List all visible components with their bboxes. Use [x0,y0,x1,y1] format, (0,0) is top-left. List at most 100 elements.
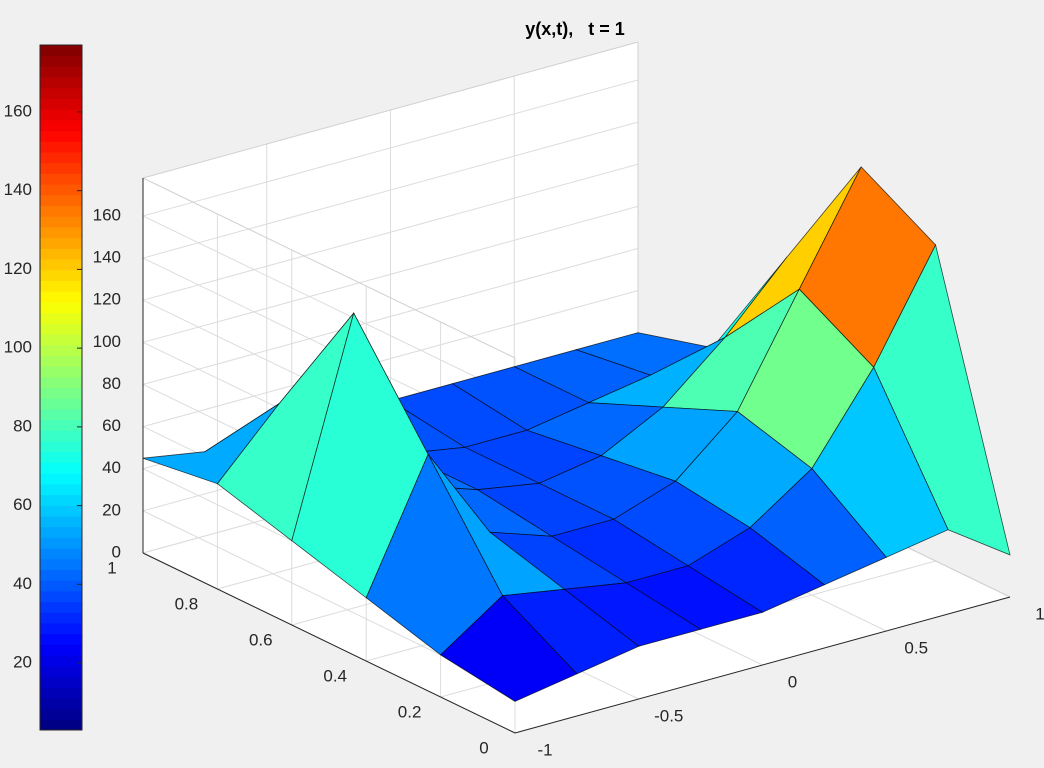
colorbar-swatch [40,494,82,506]
colorbar-swatch [40,259,82,271]
colorbar-swatch [40,291,82,303]
colorbar-swatch [40,355,82,367]
colorbar-tick-label: 20 [13,653,32,672]
x-tick-label: -1 [537,740,552,759]
colorbar-swatch [40,77,82,89]
colorbar-swatch [40,141,82,153]
colorbar-swatch [40,248,82,260]
colorbar-swatch [40,333,82,346]
colorbar-swatch [40,152,82,164]
grid-line [142,121,639,259]
colorbar-swatch [40,622,82,635]
colorbar-swatch [40,194,82,207]
colorbar-swatch [40,580,82,592]
colorbar-swatch [40,398,82,410]
colorbar-swatch [40,697,82,710]
surface-patch [439,595,578,702]
colorbar-swatch [40,419,82,431]
colorbar-swatch [40,323,82,335]
colorbar-swatch [40,441,82,453]
colorbar-swatch [40,548,82,560]
axis-line [142,552,516,734]
axis-line [514,596,1011,734]
colorbar-tick-label: 120 [4,259,32,278]
grid-line [142,163,639,301]
z-tick-label: 120 [93,290,121,309]
y-tick-label: 0.4 [323,666,347,685]
colorbar-tick-label: 80 [13,416,32,435]
z-tick-label: 80 [102,374,121,393]
colorbar-tick-label: 60 [13,495,32,514]
z-tick-label: 160 [93,205,121,224]
grid-line [142,79,639,217]
colorbar-swatch [40,665,82,677]
colorbar-swatch [40,558,82,570]
colorbar-swatch [40,526,82,538]
colorbar-tick-label: 40 [13,574,32,593]
z-tick-label: 100 [93,332,121,351]
colorbar-swatch [40,430,82,442]
colorbar-tick-label: 140 [4,180,32,199]
colorbar-swatch [40,280,82,292]
colorbar-swatch [40,408,82,421]
colorbar-swatch [40,451,82,463]
colorbar-swatch [40,184,82,196]
grid-line [142,290,639,428]
colorbar-swatch [40,655,82,667]
x-tick-label: 0.5 [904,638,928,657]
colorbar-swatch [40,633,82,645]
colorbar-tick-label: 160 [4,101,32,120]
y-tick-label: 1 [107,558,116,577]
colorbar-swatch [40,537,82,549]
colorbar-swatch [40,344,82,356]
colorbar-swatch [40,644,82,656]
colorbar-swatch [40,483,82,496]
z-tick-label: 40 [102,458,121,477]
colorbar-swatch [40,676,82,688]
colorbar-swatch [40,301,82,314]
z-tick-label: 0 [112,542,121,561]
grid-line [142,247,639,385]
colorbar-swatch [40,98,82,110]
colorbar-swatch [40,162,82,174]
grid-line [142,205,639,343]
z-tick-label: 60 [102,416,121,435]
colorbar-swatch [40,269,82,281]
colorbar-swatch [40,119,82,132]
colorbar-swatch [40,312,82,324]
colorbar-swatch [40,601,82,613]
colorbar-swatch [40,590,82,603]
colorbar-swatch [40,366,82,378]
colorbar-swatch [40,66,82,78]
colorbar-swatch [40,473,82,485]
colorbar-swatch [40,87,82,100]
colorbar-swatch [40,376,82,388]
colorbar-swatch [40,226,82,239]
colorbar-swatch [40,173,82,185]
y-tick-label: 0.6 [249,630,273,649]
colorbar-swatch [40,687,82,699]
colorbar-swatch [40,387,82,399]
colorbar-swatch [40,462,82,474]
colorbar-swatch [40,55,82,67]
colorbar-swatch [40,719,82,731]
colorbar-swatch [40,515,82,528]
x-tick-label: 0 [788,672,797,691]
colorbar-swatch [40,45,82,57]
axis-line [142,41,639,179]
grid-line [142,215,516,397]
axis-line [142,177,516,359]
colorbar-swatch [40,505,82,517]
y-tick-label: 0.8 [175,594,199,613]
colorbar-tick-label: 100 [4,338,32,357]
y-tick-label: 0.2 [398,702,422,721]
colorbar-swatch [40,237,82,249]
colorbar-swatch [40,216,82,228]
colorbar-swatch [40,109,82,121]
colorbar-swatch [40,205,82,217]
colorbar-frame [39,44,83,731]
x-tick-label: -0.5 [654,706,683,725]
colorbar-swatch [40,708,82,720]
